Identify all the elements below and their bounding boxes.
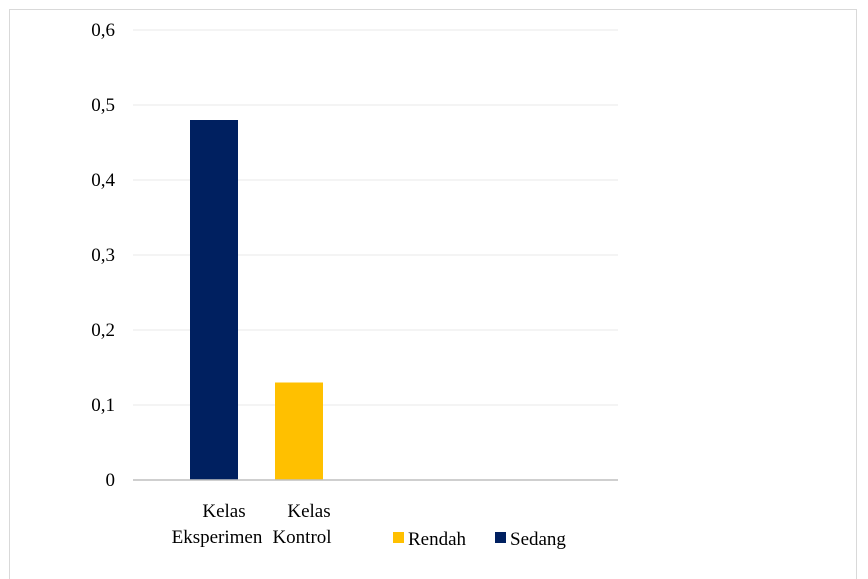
- legend-label-rendah: Rendah: [408, 529, 467, 550]
- bars: [190, 120, 323, 480]
- legend-swatch-rendah: [393, 532, 404, 543]
- x-tick-label-line1: Kelas: [287, 501, 330, 522]
- x-tick-label-line2: Eksperimen: [172, 527, 263, 548]
- y-tick-label: 0,6: [91, 20, 115, 41]
- legend: Rendah Sedang: [393, 529, 566, 550]
- x-tick-label-line2: Kontrol: [272, 527, 331, 548]
- y-tick-label: 0: [106, 470, 116, 491]
- x-axis-labels: Kelas Eksperimen Kelas Kontrol: [172, 501, 332, 548]
- y-tick-label: 0,2: [91, 320, 115, 341]
- bar-rendah-kontrol: [275, 382, 323, 480]
- y-axis-ticks: 0 0,1 0,2 0,3 0,4 0,5 0,6: [91, 20, 115, 491]
- y-tick-label: 0,3: [91, 245, 115, 266]
- legend-swatch-sedang: [495, 532, 506, 543]
- x-tick-label-line1: Kelas: [202, 501, 245, 522]
- bar-sedang-eksperimen: [190, 120, 238, 480]
- y-tick-label: 0,5: [91, 95, 115, 116]
- legend-label-sedang: Sedang: [510, 529, 566, 550]
- y-tick-label: 0,4: [91, 170, 115, 191]
- chart-frame: [9, 9, 857, 579]
- y-tick-label: 0,1: [91, 395, 115, 416]
